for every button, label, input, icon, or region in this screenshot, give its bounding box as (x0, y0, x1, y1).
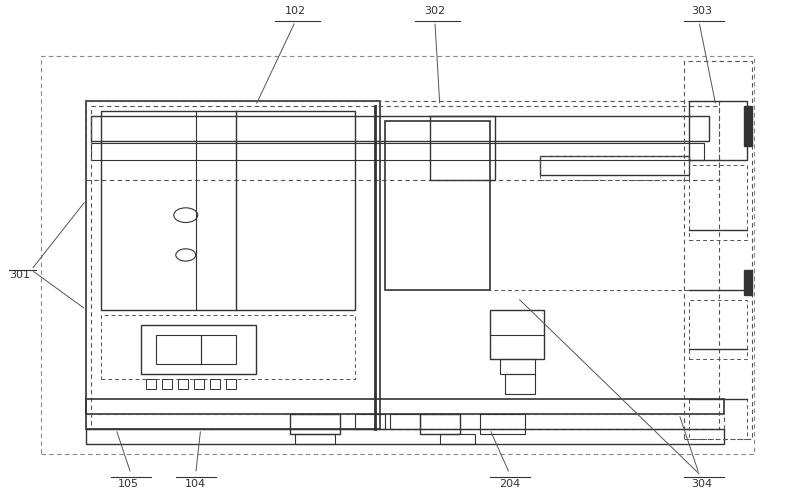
Text: 303: 303 (691, 6, 713, 16)
Text: 302: 302 (424, 6, 446, 16)
Text: 105: 105 (118, 479, 138, 489)
Text: 204: 204 (499, 479, 520, 489)
Text: 304: 304 (691, 479, 713, 489)
Text: 102: 102 (285, 6, 306, 16)
FancyBboxPatch shape (744, 106, 752, 145)
Text: 301: 301 (10, 270, 30, 280)
Text: 104: 104 (185, 479, 206, 489)
FancyBboxPatch shape (744, 270, 752, 295)
